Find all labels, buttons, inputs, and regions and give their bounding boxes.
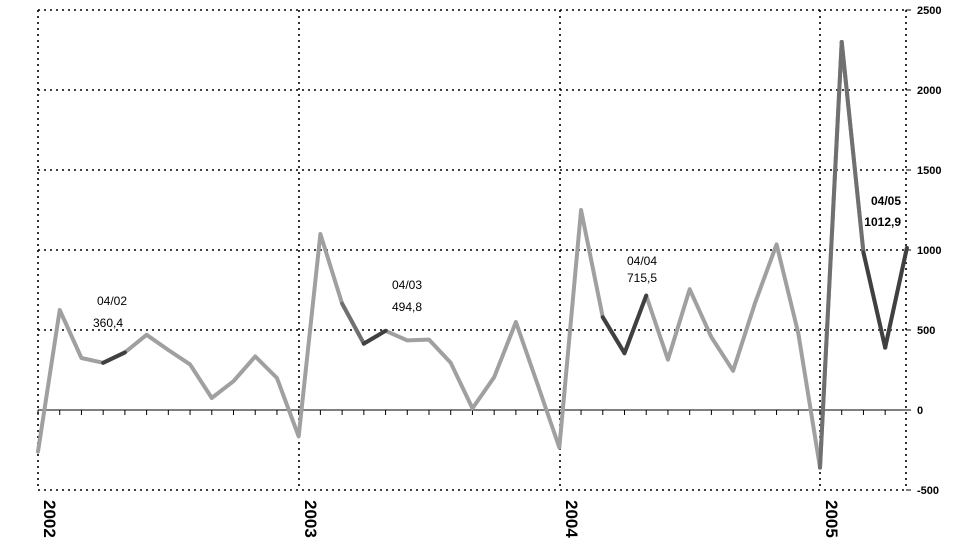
annotation-date: 04/05 xyxy=(871,194,901,208)
y-tick-label: 1500 xyxy=(917,165,941,177)
annotations: 04/02 360,4 04/03 494,8 04/04 715,5 04/05 1012,… xyxy=(93,194,901,330)
annotation-date: 04/03 xyxy=(392,278,422,292)
x-axis-labels: 2002 2003 2004 2005 xyxy=(40,500,841,538)
series-highlight-segment xyxy=(600,315,627,356)
y-axis-labels: 2500 2000 1500 1000 500 0 -500 xyxy=(917,5,941,497)
series-highlight-segment xyxy=(361,328,388,346)
x-year-label: 2004 xyxy=(562,500,581,538)
series-highlight-segment xyxy=(340,301,366,346)
x-year-label: 2005 xyxy=(822,500,841,538)
series-line xyxy=(36,40,909,470)
annotation-date: 04/02 xyxy=(97,294,127,308)
series-highlight-segment xyxy=(622,293,649,356)
grid-lines xyxy=(37,9,907,491)
tick-marks xyxy=(37,9,911,491)
annotation-value: 715,5 xyxy=(627,271,657,285)
series-highlight-segment xyxy=(839,40,866,255)
series-highlight-segment xyxy=(818,40,844,470)
y-tick-label: 1000 xyxy=(917,245,941,257)
x-year-label: 2003 xyxy=(301,500,320,538)
y-tick-label: 2000 xyxy=(917,85,941,97)
series-highlight-segment xyxy=(883,245,909,350)
y-tick-label: 0 xyxy=(917,405,923,417)
annotation-date: 04/04 xyxy=(627,254,657,268)
y-tick-label: 2500 xyxy=(917,5,941,17)
series-highlight-segment xyxy=(101,350,127,365)
x-year-label: 2002 xyxy=(40,500,59,538)
y-tick-label: 500 xyxy=(917,325,935,337)
annotation-value: 494,8 xyxy=(392,300,422,314)
series-highlight-segment xyxy=(861,250,888,350)
annotation-value: 1012,9 xyxy=(864,215,901,229)
series-polyline xyxy=(36,40,909,470)
annotation-value: 360,4 xyxy=(93,316,123,330)
y-tick-label: -500 xyxy=(917,485,939,497)
